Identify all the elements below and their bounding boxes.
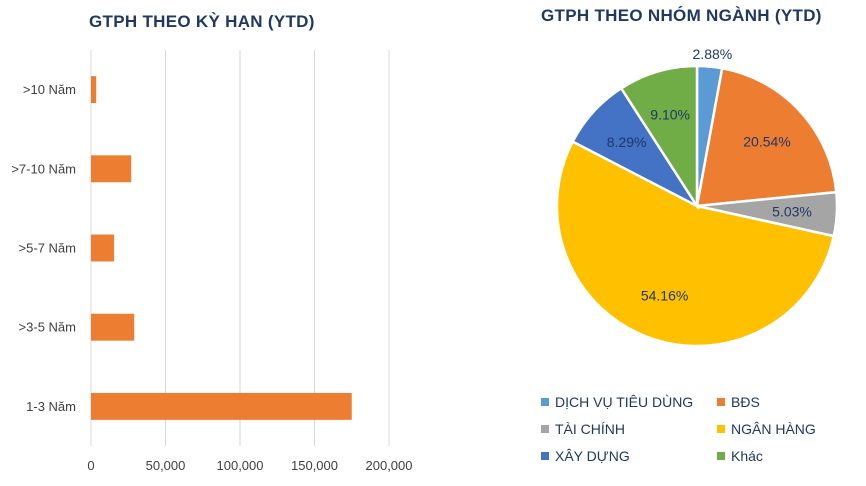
legend-swatch <box>541 425 549 433</box>
pie-legend: DỊCH VỤ TIÊU DÙNG BĐS TÀI CHÍNH NGÂN HÀNG XÂ… <box>541 393 861 465</box>
bar-chart-title: GTPH THEO KỲ HẠN (YTD) <box>89 12 315 31</box>
pie-slice-label: 5.03% <box>772 204 812 220</box>
bar-category-label: 1-3 Năm <box>26 399 76 414</box>
legend-label: NGÂN HÀNG <box>731 421 816 437</box>
legend-swatch <box>717 425 725 433</box>
legend-swatch <box>717 452 725 460</box>
bar <box>91 313 135 341</box>
pie-slice <box>555 139 836 348</box>
pie-slice-label: 8.29% <box>607 134 647 150</box>
legend-item: NGÂN HÀNG <box>717 420 857 438</box>
pie-slice-label: 2.88% <box>693 46 733 62</box>
pie-slice <box>695 66 838 208</box>
pie-slice-label: 54.16% <box>641 288 688 304</box>
pie-slice <box>619 64 699 211</box>
pie-slice-label: 9.10% <box>650 107 690 123</box>
bar-category-label: >7-10 Năm <box>11 161 76 176</box>
pie-slice-label: 20.54% <box>743 133 790 149</box>
bar <box>91 392 352 420</box>
bar <box>91 155 132 183</box>
legend-label: DỊCH VỤ TIÊU DÙNG <box>555 394 694 410</box>
legend-swatch <box>541 398 549 406</box>
legend-label: TÀI CHÍNH <box>555 421 625 437</box>
legend-item: BĐS <box>717 393 857 411</box>
bar-x-tick-label: 100,000 <box>217 458 264 473</box>
bar-category-label: >3-5 Năm <box>19 320 76 335</box>
bar-x-tick-label: 50,000 <box>146 458 186 473</box>
bar-category-label: >5-7 Năm <box>19 241 76 256</box>
legend-label: BĐS <box>731 394 760 410</box>
bar <box>91 76 97 104</box>
legend-swatch <box>717 398 725 406</box>
legend-item: XÂY DỰNG <box>541 447 717 465</box>
pie-chart-title: GTPH THEO NHÓM NGÀNH (YTD) <box>541 6 822 25</box>
legend-item: TÀI CHÍNH <box>541 420 717 438</box>
bar-x-tick-label: 150,000 <box>291 458 338 473</box>
bar-category-label: >10 Năm <box>23 82 76 97</box>
bar-x-tick-label: 0 <box>87 458 94 473</box>
legend-item: Khác <box>717 447 857 465</box>
legend-item: DỊCH VỤ TIÊU DÙNG <box>541 393 717 411</box>
bar-x-tick-label: 200,000 <box>366 458 413 473</box>
legend-swatch <box>541 452 549 460</box>
legend-label: XÂY DỰNG <box>555 448 630 464</box>
bar <box>91 234 115 262</box>
legend-label: Khác <box>731 448 763 464</box>
